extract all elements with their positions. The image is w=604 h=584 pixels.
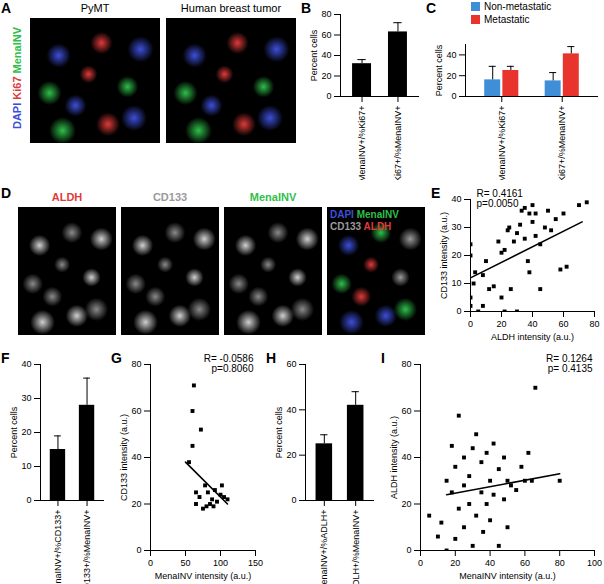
svg-text:20: 20: [286, 450, 296, 460]
svg-text:R= -0.0586p=0.8060: R= -0.0586p=0.8060: [204, 353, 254, 374]
html-text:B: B: [301, 0, 312, 16]
svg-text:80: 80: [321, 9, 331, 19]
svg-text:40: 40: [321, 50, 331, 60]
html-text:D: D: [1, 185, 12, 201]
svg-text:MenaINV intensity (a.u.): MenaINV intensity (a.u.): [459, 571, 556, 581]
svg-text:40: 40: [527, 319, 537, 329]
html-text:A: A: [1, 0, 12, 16]
html-text:ALDH: ALDH: [51, 191, 83, 203]
svg-text:R= 0.4161p=0.0050: R= 0.4161p=0.0050: [477, 188, 524, 209]
html-text:DAPI: DAPI: [11, 102, 23, 129]
svg-text:40: 40: [21, 359, 31, 369]
svg-text:30: 30: [451, 222, 461, 232]
svg-text:20: 20: [321, 71, 331, 81]
svg-text:100: 100: [213, 558, 228, 568]
svg-text:40: 40: [286, 405, 296, 415]
svg-text:%Ki67+/%MenaINV+: %Ki67+/%MenaINV+: [557, 106, 567, 181]
html-text:Ki67: Ki67: [11, 76, 23, 103]
svg-text:80: 80: [589, 319, 599, 329]
svg-text:60: 60: [286, 359, 296, 369]
svg-text:80: 80: [131, 359, 141, 369]
svg-text:0: 0: [326, 91, 331, 101]
svg-text:40: 40: [446, 50, 456, 60]
svg-text:60: 60: [321, 30, 331, 40]
svg-text:%MenaINV+/%Ki67+: %MenaINV+/%Ki67+: [497, 106, 507, 181]
svg-text:Percent cells: Percent cells: [9, 406, 19, 458]
svg-text:Percent cells: Percent cells: [309, 29, 319, 81]
svg-text:100: 100: [587, 558, 602, 568]
svg-text:50: 50: [180, 558, 190, 568]
svg-text:0: 0: [418, 558, 423, 568]
html-text:H: H: [266, 350, 277, 366]
html-text:CD133: CD133: [152, 191, 188, 203]
svg-text:0: 0: [291, 495, 296, 505]
html-text:I: I: [381, 350, 385, 366]
svg-text:20: 20: [450, 558, 460, 568]
svg-text:20: 20: [401, 499, 411, 509]
svg-text:20: 20: [21, 427, 31, 437]
svg-text:CD133 intensity (a.u.): CD133 intensity (a.u.): [439, 212, 449, 299]
svg-text:10: 10: [451, 278, 461, 288]
html-text:E: E: [431, 185, 441, 201]
svg-text:60: 60: [131, 406, 141, 416]
html-text:Metastatic: Metastatic: [484, 14, 530, 25]
svg-text:40: 40: [451, 194, 461, 204]
svg-text:20: 20: [451, 250, 461, 260]
html-text:Non-metastatic: Non-metastatic: [484, 1, 552, 12]
svg-text:30: 30: [21, 393, 31, 403]
svg-text:80: 80: [401, 359, 411, 369]
svg-text:ALDH intensity (a.u.): ALDH intensity (a.u.): [491, 332, 574, 342]
svg-text:R= 0.1264p= 0.4135: R= 0.1264p= 0.4135: [546, 353, 593, 374]
svg-text:%ADLH+/%MenaINV+: %ADLH+/%MenaINV+: [351, 510, 361, 584]
html-text:F: F: [1, 350, 10, 366]
svg-text:40: 40: [485, 558, 495, 568]
html-text:C: C: [426, 0, 437, 16]
html-text:MenaINV: MenaINV: [11, 27, 23, 77]
svg-text:0: 0: [148, 558, 153, 568]
svg-text:10: 10: [21, 461, 31, 471]
svg-text:60: 60: [401, 406, 411, 416]
html-text:CD133 ALDH: CD133 ALDH: [330, 221, 392, 232]
svg-text:40: 40: [401, 452, 411, 462]
svg-text:40: 40: [131, 452, 141, 462]
svg-text:Percent cells: Percent cells: [274, 406, 284, 458]
html-text:PyMT: PyMT: [80, 2, 110, 14]
svg-text:%CD133+/%MenaINV+: %CD133+/%MenaINV+: [82, 510, 92, 584]
svg-text:0: 0: [468, 319, 473, 329]
svg-text:%MenaINV+/%Ki67+: %MenaINV+/%Ki67+: [357, 106, 367, 181]
html-text:DAPI MenaINV: DAPI MenaINV: [330, 209, 399, 220]
html-text:G: G: [111, 350, 122, 366]
svg-text:0: 0: [451, 91, 456, 101]
html-text:MenaINV: MenaINV: [249, 191, 297, 203]
svg-text:80: 80: [555, 558, 565, 568]
svg-text:%Ki67+/%MenaINV+: %Ki67+/%MenaINV+: [393, 106, 403, 181]
svg-text:CD133 intensity (a.u.): CD133 intensity (a.u.): [119, 414, 129, 501]
svg-text:150: 150: [248, 558, 263, 568]
svg-text:0: 0: [26, 495, 31, 505]
svg-text:20: 20: [131, 499, 141, 509]
html-text:Human breast tumor: Human breast tumor: [180, 2, 282, 14]
svg-text:ALDH intensity (a.u.): ALDH intensity (a.u.): [389, 416, 399, 499]
svg-text:60: 60: [520, 558, 530, 568]
svg-text:%MenaINV+/%CD133+: %MenaINV+/%CD133+: [53, 510, 63, 584]
svg-text:20: 20: [496, 319, 506, 329]
svg-text:60: 60: [558, 319, 568, 329]
svg-text:0: 0: [456, 306, 461, 316]
svg-text:MenaINV intensity (a.u.): MenaINV intensity (a.u.): [155, 571, 252, 581]
svg-text:0: 0: [406, 545, 411, 555]
svg-text:%MenaINV+/%ADLH+: %MenaINV+/%ADLH+: [319, 510, 329, 584]
svg-text:Percent cells: Percent cells: [434, 44, 444, 96]
svg-text:0: 0: [136, 545, 141, 555]
svg-text:20: 20: [446, 71, 456, 81]
